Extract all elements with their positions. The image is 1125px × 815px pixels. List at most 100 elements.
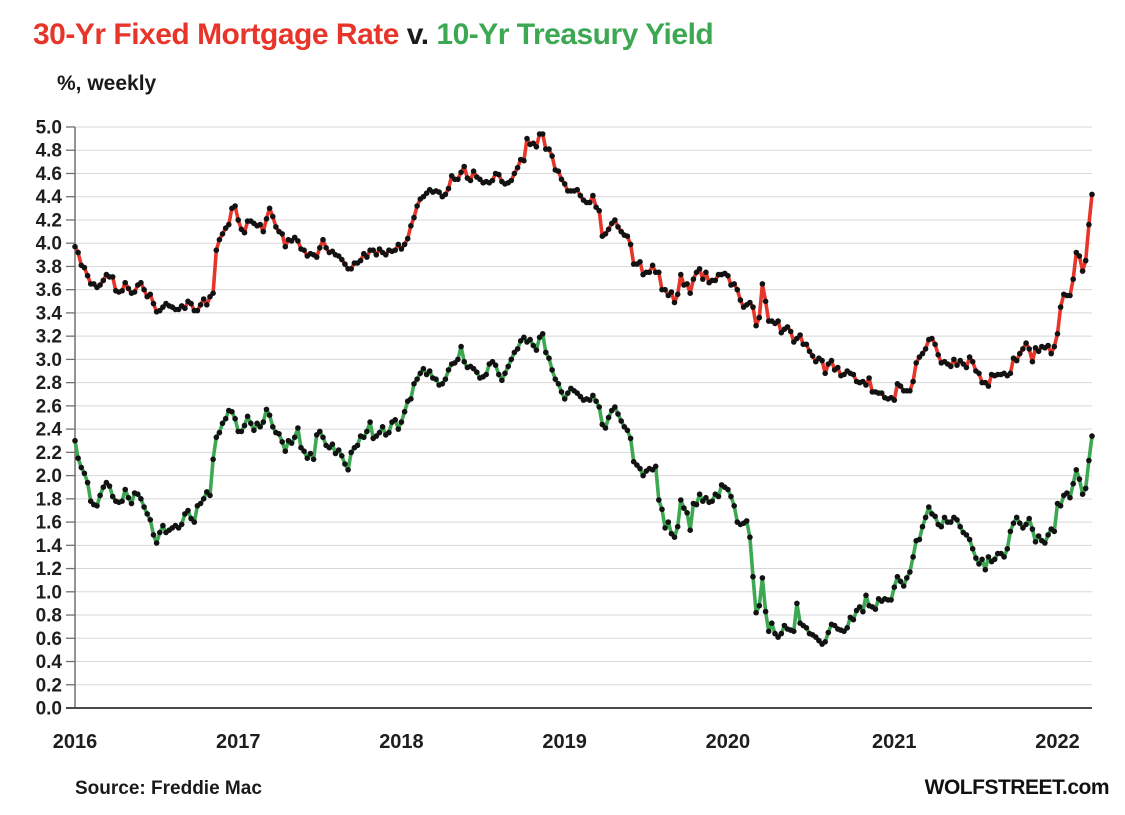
data-point: [141, 286, 147, 293]
data-point: [339, 256, 345, 263]
data-point: [219, 231, 226, 237]
y-tick-label: 2.6: [36, 396, 62, 417]
data-point: [361, 434, 367, 441]
data-point: [364, 254, 370, 260]
data-point: [863, 382, 869, 388]
data-point: [822, 639, 828, 645]
data-point: [144, 511, 150, 517]
data-point: [197, 500, 204, 507]
data-point: [1079, 268, 1086, 274]
data-point: [392, 417, 399, 423]
data-point: [210, 456, 216, 463]
data-point: [558, 176, 565, 183]
data-point: [514, 346, 521, 352]
data-point: [307, 450, 314, 457]
y-tick-label: 4.4: [36, 187, 63, 208]
data-point: [969, 546, 976, 552]
data-point: [100, 484, 107, 491]
data-point: [916, 536, 923, 543]
data-point: [954, 517, 960, 523]
data-point: [1079, 491, 1086, 498]
data-point: [125, 285, 132, 292]
data-point: [762, 298, 769, 305]
data-point: [791, 628, 797, 635]
data-point: [565, 390, 571, 396]
data-point: [794, 600, 800, 607]
data-point: [263, 406, 270, 413]
data-point: [765, 628, 772, 635]
data-point: [665, 519, 672, 525]
data-point: [467, 177, 474, 184]
data-point: [904, 575, 910, 581]
data-point: [1051, 528, 1058, 535]
data-point: [1029, 526, 1036, 532]
data-point: [932, 341, 938, 348]
data-point: [756, 602, 763, 609]
data-point: [533, 144, 540, 150]
data-point: [270, 213, 276, 220]
data-point: [1020, 346, 1026, 352]
data-point: [219, 420, 226, 427]
y-gridlines: [75, 126, 1092, 686]
data-point: [703, 494, 709, 501]
data-point: [1029, 358, 1036, 365]
data-point: [147, 517, 154, 523]
data-point: [1089, 191, 1095, 198]
data-point: [543, 349, 549, 356]
data-point: [979, 556, 985, 563]
data-point: [216, 429, 223, 436]
data-point: [442, 191, 449, 198]
data-point: [674, 291, 681, 298]
data-point: [301, 247, 307, 253]
title-mortgage-label: 30-Yr Fixed Mortgage Rate: [33, 18, 399, 51]
treasury-series-markers: [72, 331, 1095, 647]
data-point: [759, 281, 766, 287]
data-point: [75, 455, 81, 462]
data-point: [991, 556, 998, 563]
data-point: [615, 411, 621, 417]
data-point: [270, 424, 276, 430]
data-point: [558, 389, 565, 395]
data-point: [759, 575, 766, 581]
y-tick-label: 1.0: [36, 582, 62, 603]
data-point: [260, 419, 267, 425]
data-point: [257, 221, 264, 228]
data-point: [948, 519, 954, 525]
data-point: [737, 297, 744, 303]
treasury-series-line: [73, 331, 1094, 646]
data-point: [1067, 292, 1073, 299]
data-point: [122, 486, 128, 493]
data-point: [241, 229, 248, 236]
data-point: [596, 207, 602, 214]
year-label: 2022: [1035, 731, 1080, 753]
data-point: [1045, 532, 1051, 538]
y-tick-label: 1.8: [36, 489, 62, 510]
y-tick-label: 1.2: [36, 559, 62, 580]
source-label: Source: Freddie Mac: [75, 778, 262, 799]
data-point: [257, 424, 264, 430]
data-point: [288, 440, 295, 446]
data-point: [1057, 503, 1064, 509]
data-point: [216, 236, 223, 243]
data-point: [932, 513, 938, 520]
data-point: [508, 356, 515, 363]
data-point: [725, 486, 731, 493]
data-point: [411, 381, 417, 387]
data-point: [850, 371, 857, 378]
data-point: [521, 334, 527, 341]
data-point: [803, 341, 810, 348]
data-point: [229, 408, 235, 415]
data-point: [587, 397, 593, 403]
y-tick-label: 3.4: [36, 303, 63, 324]
data-point: [637, 259, 643, 265]
data-point: [731, 503, 737, 509]
data-point: [335, 447, 342, 453]
data-point: [200, 496, 207, 502]
data-point: [612, 404, 618, 410]
data-point: [656, 497, 662, 503]
data-point: [279, 231, 286, 237]
data-point: [436, 189, 442, 195]
data-point: [684, 510, 690, 516]
data-point: [693, 501, 700, 508]
data-point: [627, 241, 634, 248]
